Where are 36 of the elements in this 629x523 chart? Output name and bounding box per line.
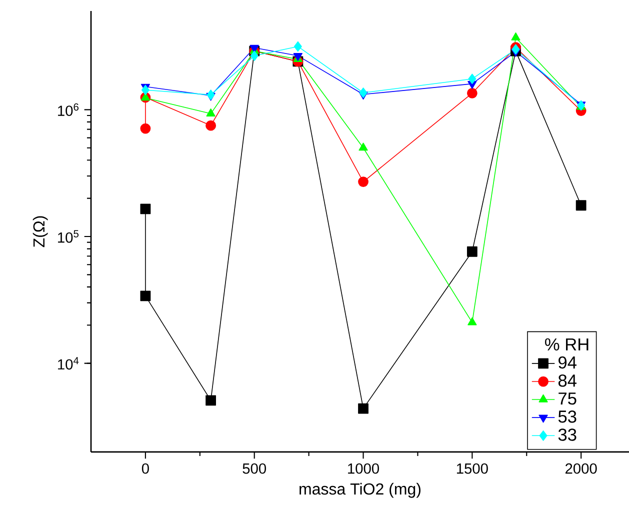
- point: [206, 108, 216, 116]
- legend-label: 53: [558, 410, 576, 423]
- x-tick-label: 1500: [456, 463, 488, 474]
- y-tick-label: 10$^{4}$: [58, 357, 79, 370]
- y-axis-title: Z(Ω): [32, 216, 48, 248]
- point: [206, 120, 216, 131]
- legend-label: 33: [558, 428, 576, 441]
- point: [359, 88, 368, 98]
- point: [576, 200, 586, 211]
- legend-label: 75: [558, 392, 576, 405]
- point: [511, 32, 520, 40]
- point: [206, 90, 215, 100]
- x-tick-label: 500: [242, 463, 266, 474]
- y-tick-label: 10$^{6}$: [58, 103, 78, 116]
- point: [141, 84, 150, 96]
- point: [358, 142, 368, 151]
- point: [358, 403, 368, 414]
- point: [250, 50, 258, 61]
- point: [466, 88, 478, 98]
- point: [468, 317, 477, 326]
- legend-title: % RH: [545, 338, 588, 350]
- point: [358, 176, 368, 187]
- point: [466, 246, 478, 257]
- point: [468, 74, 476, 84]
- point: [294, 41, 302, 52]
- x-tick-label: 1000: [348, 463, 379, 474]
- legend-label: 94: [558, 356, 576, 369]
- x-tick-label: 0: [142, 463, 149, 474]
- point: [206, 395, 216, 406]
- y-tick-label: 10$^{5}$: [58, 230, 79, 243]
- point: [140, 123, 151, 134]
- x-tick-label: 2000: [566, 463, 597, 474]
- x-axis-title: massa TiO2 (mg): [300, 482, 420, 498]
- legend-label: 84: [558, 374, 576, 387]
- point: [140, 290, 151, 302]
- point: [140, 204, 151, 214]
